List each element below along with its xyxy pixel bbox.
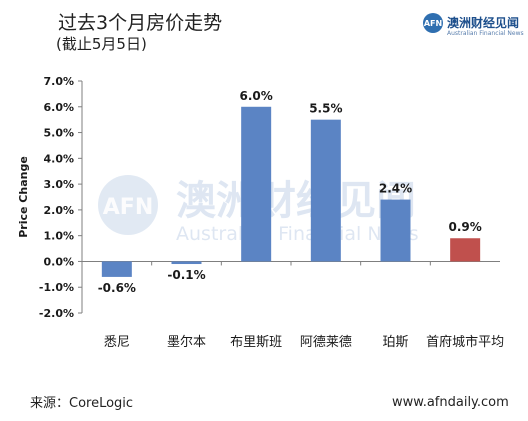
y-tick-label: 4.0%	[43, 152, 74, 165]
x-category-label: 珀斯	[382, 335, 408, 350]
x-category-label: 墨尔本	[167, 335, 206, 350]
bar	[171, 261, 202, 265]
y-tick-label: 7.0%	[43, 75, 74, 88]
watermark-cn: 澳洲财经见闻	[176, 178, 416, 224]
bar	[380, 199, 411, 262]
y-tick-label: 0.0%	[43, 255, 74, 268]
data-label: -0.6%	[98, 281, 136, 295]
watermark-circle	[98, 175, 158, 235]
afn-logo-cn: 澳洲财经见闻	[447, 16, 520, 30]
data-label: 2.4%	[379, 182, 412, 196]
data-label: -0.1%	[167, 268, 205, 282]
y-tick-label: 2.0%	[43, 204, 74, 217]
afn-logo-mark: AFN	[423, 13, 443, 33]
afn-logo-en: Australian Financial News	[447, 30, 524, 37]
x-category-label: 首府城市平均	[426, 334, 504, 350]
x-category-label: 悉尼	[104, 335, 130, 350]
y-tick-label: 3.0%	[43, 178, 74, 191]
bar	[450, 238, 481, 262]
y-tick-label: 1.0%	[43, 230, 74, 243]
data-label: 0.9%	[449, 220, 482, 234]
y-tick-label: 6.0%	[43, 101, 74, 114]
bar	[241, 106, 272, 262]
chart-subtitle: (截止5月5日)	[56, 35, 147, 53]
watermark-mark: AFN	[103, 195, 153, 220]
y-tick-label: -1.0%	[39, 281, 74, 294]
source-note: 来源：CoreLogic	[30, 396, 134, 411]
y-tick-label: 5.0%	[43, 127, 74, 140]
bar	[101, 261, 132, 277]
bar	[310, 119, 341, 262]
afn-logo: AFN 澳洲财经见闻 Australian Financial News	[423, 13, 524, 41]
y-tick-label: -2.0%	[39, 307, 74, 320]
x-category-label: 布里斯班	[230, 335, 282, 350]
data-label: 6.0%	[240, 89, 273, 103]
x-category-label: 阿德莱德	[300, 335, 352, 350]
y-axis-title: Price Change	[17, 156, 30, 238]
chart-title: 过去3个月房价走势	[58, 12, 223, 34]
site-url: www.afndaily.com	[392, 395, 509, 410]
data-label: 5.5%	[309, 102, 342, 116]
watermark-en: Australian Financial News	[176, 223, 419, 245]
